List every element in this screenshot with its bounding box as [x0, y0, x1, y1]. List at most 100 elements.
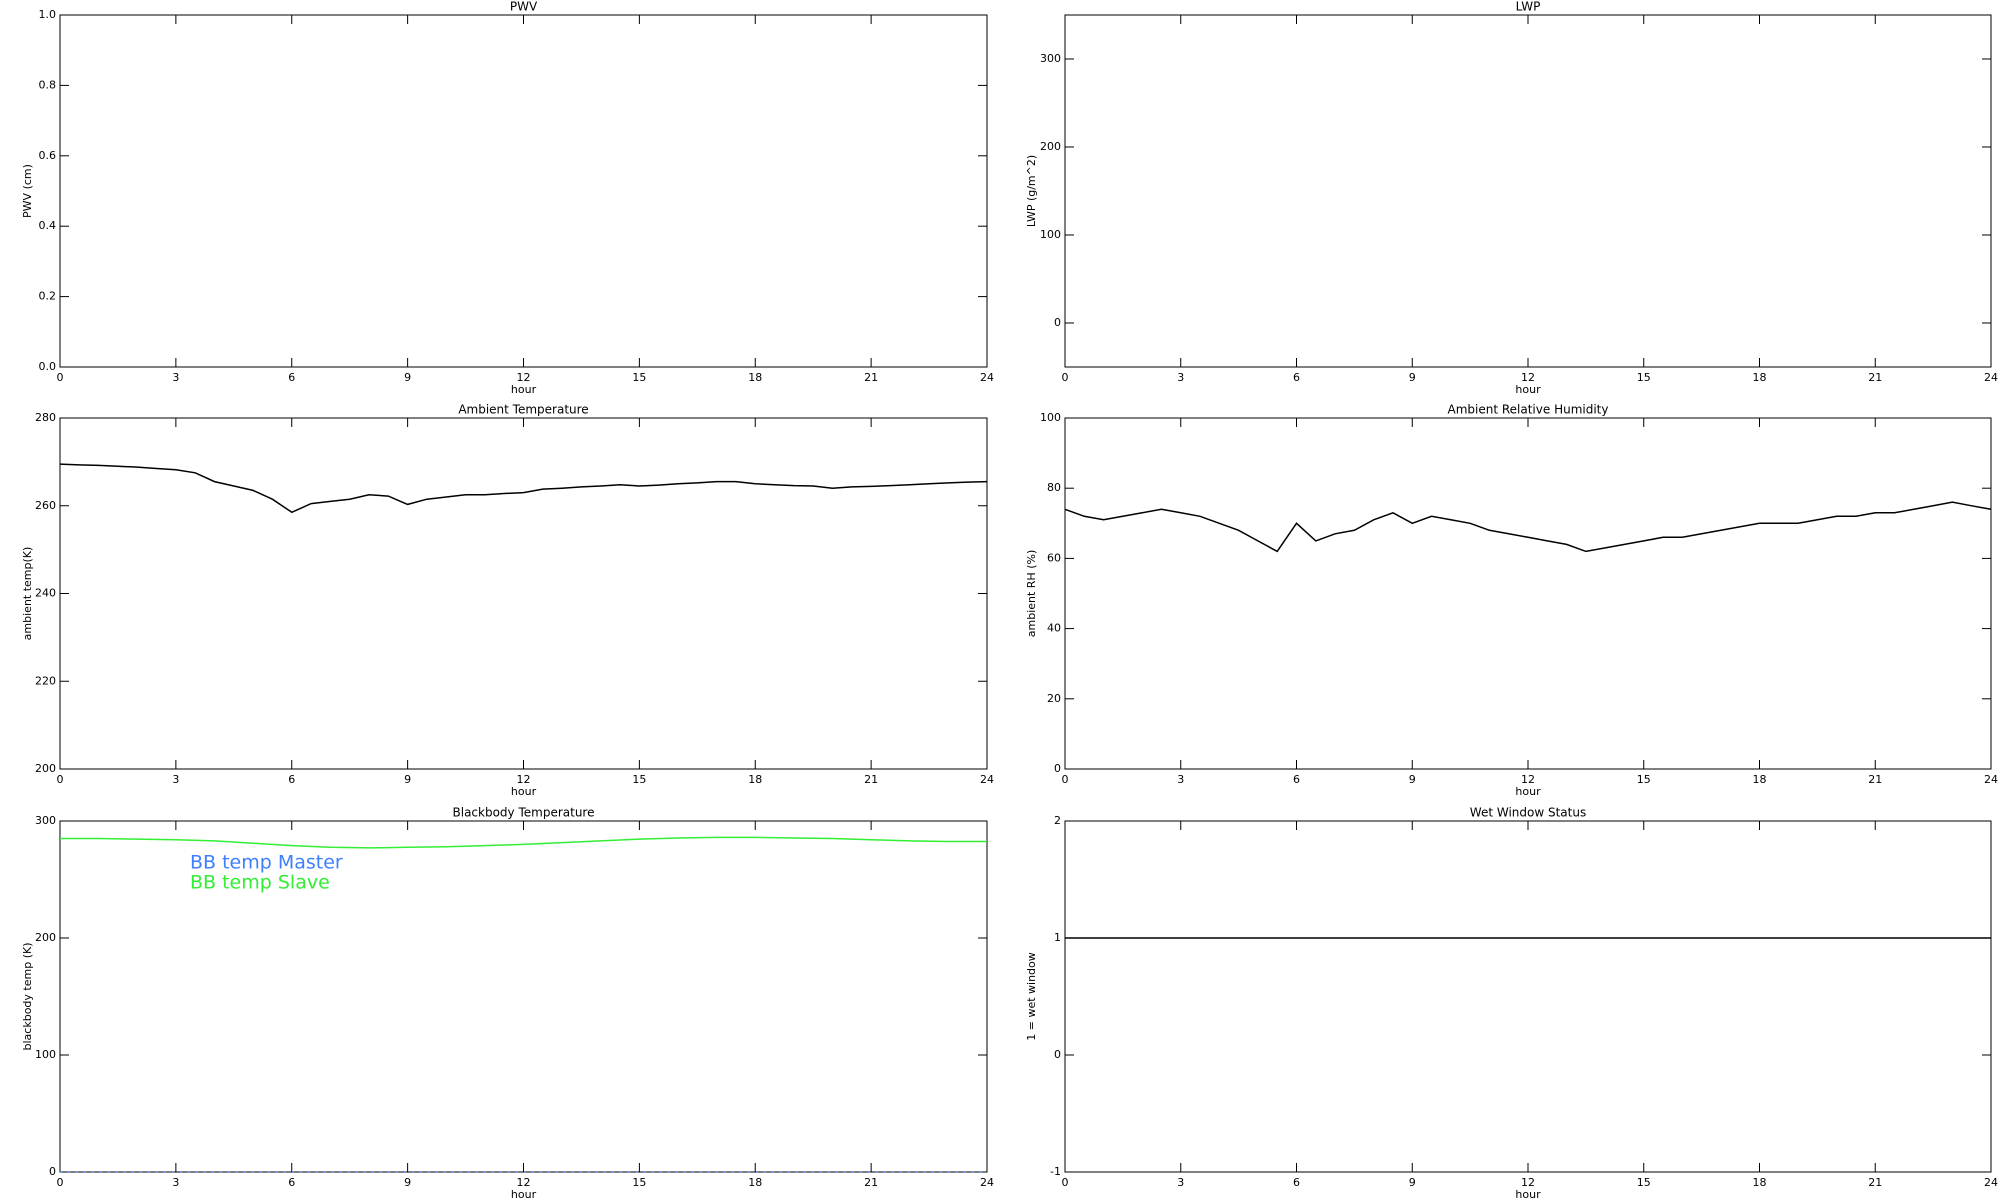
x-tick-label: 0	[1062, 773, 1069, 786]
x-tick-label: 3	[172, 773, 179, 786]
y-tick-label: -1	[1050, 1165, 1061, 1178]
y-tick-label: 200	[35, 931, 56, 944]
y-tick-label: 260	[35, 499, 56, 512]
y-tick-label: 100	[1040, 228, 1061, 241]
chart-title: Wet Window Status	[1470, 806, 1586, 820]
y-tick-label: 0.0	[39, 360, 57, 373]
x-axis-label: hour	[1515, 785, 1541, 798]
x-tick-label: 24	[1984, 1176, 1998, 1189]
x-tick-label: 18	[748, 1176, 762, 1189]
y-tick-label: 0.6	[39, 149, 57, 162]
y-tick-label: 2	[1054, 814, 1061, 827]
y-tick-label: 0	[1054, 316, 1061, 329]
x-tick-label: 0	[57, 773, 64, 786]
y-tick-label: 0.8	[39, 78, 57, 91]
x-axis-label: hour	[511, 1188, 537, 1200]
y-tick-label: 300	[1040, 52, 1061, 65]
x-tick-label: 6	[288, 1176, 295, 1189]
y-tick-label: 200	[1040, 140, 1061, 153]
x-tick-label: 21	[1868, 1176, 1882, 1189]
x-tick-label: 21	[864, 773, 878, 786]
x-tick-label: 0	[1062, 371, 1069, 384]
x-tick-label: 18	[748, 371, 762, 384]
data-line	[60, 836, 987, 849]
x-tick-label: 24	[1984, 773, 1998, 786]
x-tick-label: 12	[517, 371, 531, 384]
x-axis-label: hour	[1515, 383, 1541, 396]
chart-title: PWV	[510, 0, 538, 14]
x-tick-label: 21	[864, 1176, 878, 1189]
x-tick-label: 6	[1293, 371, 1300, 384]
chart-title: Ambient Relative Humidity	[1448, 403, 1609, 417]
x-tick-label: 18	[1753, 371, 1767, 384]
x-tick-label: 0	[57, 371, 64, 384]
x-tick-label: 24	[980, 773, 994, 786]
x-tick-label: 6	[288, 371, 295, 384]
x-tick-label: 15	[1637, 1176, 1651, 1189]
x-tick-label: 9	[1409, 1176, 1416, 1189]
x-tick-label: 24	[980, 1176, 994, 1189]
y-axis-label: blackbody temp (K)	[21, 943, 34, 1051]
x-axis-label: hour	[511, 785, 537, 798]
y-tick-label: 1	[1054, 931, 1061, 944]
x-tick-label: 12	[1521, 773, 1535, 786]
plot-frame	[1064, 417, 1992, 770]
y-axis-label: LWP (g/m^2)	[1025, 155, 1038, 227]
y-tick-label: 80	[1047, 481, 1061, 494]
x-tick-label: 6	[1293, 773, 1300, 786]
y-tick-label: 20	[1047, 692, 1061, 705]
x-tick-label: 15	[632, 1176, 646, 1189]
x-tick-label: 9	[404, 1176, 411, 1189]
x-tick-label: 12	[517, 773, 531, 786]
y-tick-label: 0	[49, 1165, 56, 1178]
x-tick-label: 21	[864, 371, 878, 384]
x-tick-label: 3	[1177, 371, 1184, 384]
legend-entry: BB temp Slave	[190, 872, 330, 894]
y-axis-label: ambient RH (%)	[1025, 550, 1038, 638]
y-tick-label: 0	[1054, 1048, 1061, 1061]
x-tick-label: 3	[172, 371, 179, 384]
y-tick-label: 220	[35, 674, 56, 687]
x-axis-label: hour	[511, 383, 537, 396]
x-tick-label: 21	[1868, 371, 1882, 384]
y-axis-label: 1 = wet window	[1025, 952, 1038, 1041]
x-tick-label: 3	[1177, 773, 1184, 786]
y-tick-label: 100	[35, 1048, 56, 1061]
x-tick-label: 24	[1984, 371, 1998, 384]
x-tick-label: 18	[1753, 1176, 1767, 1189]
x-tick-label: 3	[1177, 1176, 1184, 1189]
y-tick-label: 280	[35, 411, 56, 424]
y-axis-label: ambient temp(K)	[21, 547, 34, 641]
x-tick-label: 6	[1293, 1176, 1300, 1189]
chart-title: Blackbody Temperature	[453, 806, 595, 820]
y-tick-label: 0.2	[39, 290, 57, 303]
x-tick-label: 0	[1062, 1176, 1069, 1189]
x-tick-label: 24	[980, 371, 994, 384]
y-tick-label: 60	[1047, 551, 1061, 564]
plot-frame	[59, 14, 988, 368]
x-tick-label: 15	[632, 773, 646, 786]
plot-frame	[59, 417, 988, 770]
x-tick-label: 12	[1521, 371, 1535, 384]
chart-title: Ambient Temperature	[458, 403, 588, 417]
x-tick-label: 15	[1637, 773, 1651, 786]
data-line	[1064, 501, 1992, 553]
plot-frame	[1064, 14, 1992, 368]
x-tick-label: 12	[1521, 1176, 1535, 1189]
x-tick-label: 9	[1409, 371, 1416, 384]
y-tick-label: 300	[35, 814, 56, 827]
x-tick-label: 21	[1868, 773, 1882, 786]
y-tick-label: 240	[35, 587, 56, 600]
x-tick-label: 9	[404, 773, 411, 786]
y-tick-label: 0	[1054, 762, 1061, 775]
data-line	[59, 463, 988, 514]
x-tick-label: 9	[404, 371, 411, 384]
x-axis-label: hour	[1515, 1188, 1541, 1200]
x-tick-label: 12	[517, 1176, 531, 1189]
chart-title: LWP	[1516, 0, 1541, 14]
y-tick-label: 0.4	[39, 219, 57, 232]
x-tick-label: 15	[632, 371, 646, 384]
x-tick-label: 6	[288, 773, 295, 786]
y-tick-label: 40	[1047, 622, 1061, 635]
